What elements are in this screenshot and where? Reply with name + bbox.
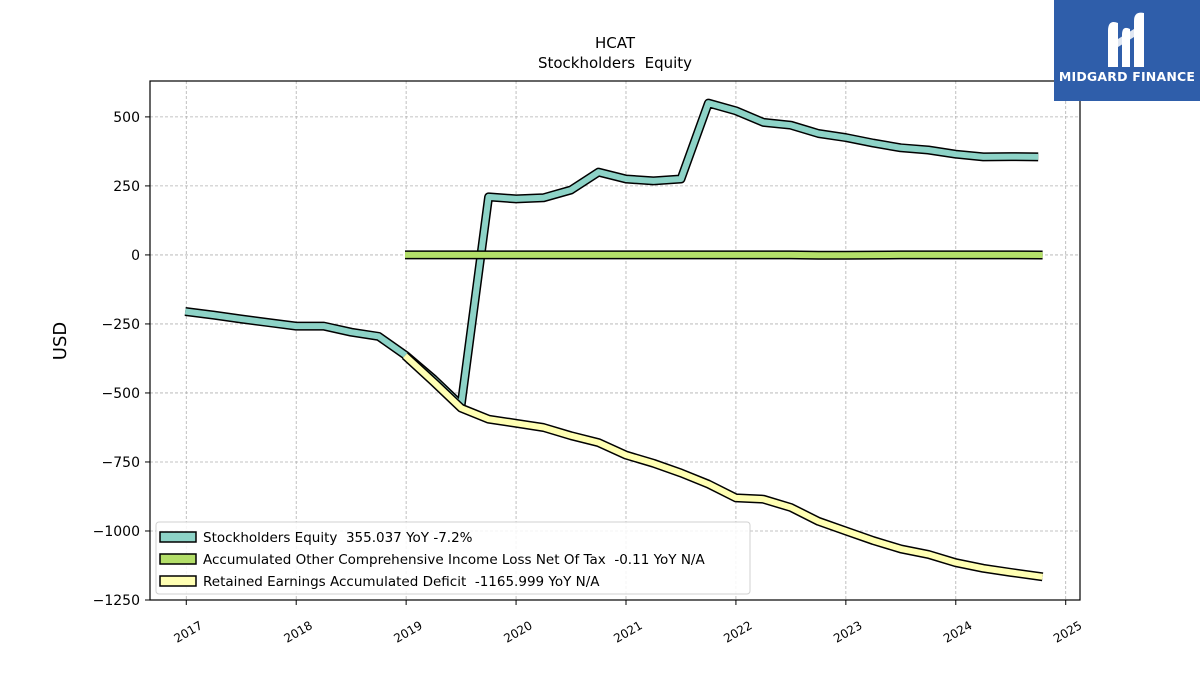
midgard-m-logo-icon [1108, 12, 1144, 67]
legend-swatch [159, 553, 197, 565]
plot-area-frame [149, 80, 1081, 601]
brand-name: MIDGARD FINANCE [1058, 69, 1196, 84]
x-tick-label: 2025 [1051, 618, 1084, 645]
y-tick-label: 500 [113, 110, 140, 126]
legend-swatch [159, 575, 197, 587]
chart-subtitle: Stockholders Equity [538, 54, 692, 72]
y-tick-label: 0 [131, 248, 140, 264]
legend-label: Accumulated Other Comprehensive Income L… [203, 552, 705, 568]
series-lines [184, 98, 1044, 582]
brand-logo: MIDGARD FINANCE [1054, 0, 1200, 101]
x-tick-label: 2021 [611, 618, 644, 645]
x-tick-label: 2017 [172, 618, 205, 645]
x-tick-label: 2022 [721, 618, 754, 645]
x-tick-label: 2018 [281, 618, 314, 645]
y-tick-label: −750 [102, 455, 140, 471]
legend-box [155, 521, 751, 595]
x-tick-label: 2019 [391, 618, 424, 645]
chart-title: HCAT [595, 34, 636, 52]
y-tick-label: −250 [102, 317, 140, 333]
x-tick-label: 2023 [831, 618, 864, 645]
y-tick-label: −1000 [93, 524, 140, 540]
x-tick-label: 2024 [941, 618, 974, 645]
grid-lines [150, 81, 1080, 601]
y-tick-label: 250 [113, 179, 140, 195]
series-line-0 [184, 100, 1039, 409]
y-axis-label: USD [50, 322, 71, 360]
y-tick-label: −1250 [93, 593, 140, 609]
x-tick-label: 2020 [501, 618, 534, 645]
legend-label: Retained Earnings Accumulated Deficit -1… [203, 574, 600, 590]
legend: Stockholders Equity 355.037 YoY -7.2% Acc… [155, 521, 751, 595]
series-line-2 [402, 353, 1044, 580]
legend-swatch [159, 531, 197, 543]
y-tick-label: −500 [102, 386, 140, 402]
legend-label: Stockholders Equity 355.037 YoY -7.2% [203, 530, 473, 546]
